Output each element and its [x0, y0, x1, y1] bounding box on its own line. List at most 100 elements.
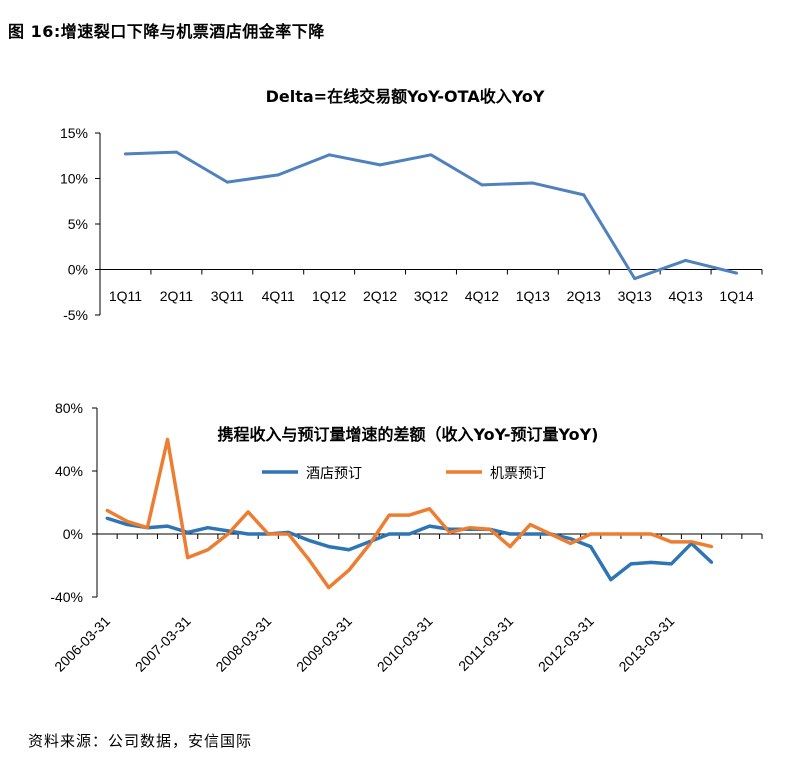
chart2-hotel-point [347, 548, 351, 552]
chart1-data-point [225, 180, 229, 184]
chart2-hotel-point [508, 532, 512, 536]
chart2-air-point [307, 557, 311, 561]
chart1: Delta=在线交易额YoY-OTA收入YoY 15% 10% 5% 0% -5% 1Q… [60, 87, 763, 323]
chart1-xtick-label: 4Q11 [262, 288, 295, 304]
chart2-xtick-label: 2013-03-31 [615, 613, 677, 675]
chart2-air-point [508, 545, 512, 549]
chart1-data-point [633, 277, 637, 281]
chart1-data-point [735, 271, 739, 275]
chart1-data-point [276, 173, 280, 177]
chart2-air-point [428, 507, 431, 511]
chart2-air-point [186, 556, 190, 560]
legend-hotel-label: 酒店预订 [306, 466, 362, 482]
chart2-air-point [468, 526, 472, 530]
chart2-air-point [166, 438, 170, 441]
chart2-hotel-point [307, 538, 311, 542]
chart2-air-point [387, 513, 391, 517]
chart2-ytick-label: -40% [50, 589, 83, 605]
chart1-xtick-label: 2Q11 [160, 288, 193, 304]
chart2-air-point [589, 532, 593, 536]
chart2-xtick-label: 2009-03-31 [293, 613, 355, 675]
chart2-ytick-label: 80% [55, 400, 83, 416]
chart1-xtick-label: 3Q13 [618, 288, 652, 304]
chart1-ytick-label: -5% [63, 307, 88, 323]
chart2-air-point [649, 532, 653, 536]
chart2-air-point [669, 540, 673, 544]
figure-title: 图 16:增速裂口下降与机票酒店佣金率下降 [8, 22, 325, 41]
chart2-air-point [327, 586, 331, 590]
chart1-series-delta-line [125, 150, 737, 281]
chart1-data-point [429, 153, 433, 157]
chart2-xtick-label: 2010-03-31 [374, 613, 436, 675]
chart2-ytick-label: 40% [55, 463, 83, 479]
chart2-hotel-point [609, 578, 613, 582]
chart2-title: 携程收入与预订量增速的差额（收入YoY-预订量YoY) [218, 425, 599, 444]
chart1-xtick-label: 3Q12 [414, 288, 448, 304]
chart2-xtick-label: 2007-03-31 [132, 613, 194, 675]
chart1-data-point [480, 183, 484, 187]
chart2-series-air-line [106, 437, 713, 590]
chart1-ytick-label: 15% [60, 125, 88, 141]
chart1-data-point [531, 181, 535, 185]
chart2-hotel-point [166, 524, 170, 528]
chart2-xtick-label: 2008-03-31 [212, 613, 274, 675]
chart2-air-point [448, 530, 452, 534]
chart1-xtick-label: 1Q14 [719, 288, 753, 304]
chart2-hotel-point [528, 532, 532, 536]
chart1-ytick-label: 10% [60, 171, 88, 187]
chart2-air-point [689, 540, 693, 544]
chart2-hotel-point [569, 537, 573, 541]
chart1-data-point [378, 163, 382, 167]
chart2-air-point [488, 527, 492, 531]
chart2-air-point [367, 543, 371, 547]
chart1-xtick-label: 2Q12 [363, 288, 397, 304]
chart2-legend: 酒店预订 机票预订 [262, 466, 546, 482]
chart2-series-hotel-line [106, 516, 713, 582]
chart2-air-point [407, 513, 411, 517]
chart2-air-point [548, 532, 552, 536]
chart2-air-point [125, 519, 129, 523]
chart1-data-point [123, 152, 127, 156]
chart2-hotel-point [669, 562, 673, 566]
chart2-hotel-point [186, 530, 190, 534]
chart1-data-point [327, 153, 331, 157]
chart2-air-point [105, 508, 109, 512]
chart2-air-point [710, 545, 714, 549]
chart1-xtick-label: 1Q11 [109, 288, 142, 304]
chart2-air-point [266, 532, 270, 536]
chart2: 携程收入与预订量增速的差额（收入YoY-预订量YoY) 80% 40% 0% -40%… [50, 400, 763, 675]
chart2-ytick-label: 0% [63, 526, 83, 542]
chart2-hotel-point [629, 562, 633, 566]
chart1-data-point [582, 193, 586, 197]
chart1-data-point [174, 150, 178, 154]
chart2-hotel-point [710, 560, 714, 564]
source-note: 资料来源：公司数据，安信国际 [28, 732, 253, 750]
chart2-hotel-point [105, 516, 109, 520]
chart2-hotel-point [407, 532, 411, 536]
chart2-hotel-point [428, 524, 431, 528]
chart1-xtick-label: 4Q13 [668, 288, 702, 304]
legend-air-label: 机票预订 [490, 466, 546, 482]
chart1-ytick-label: 5% [68, 216, 88, 232]
chart2-hotel-point [448, 527, 452, 531]
chart1-data-point [684, 258, 688, 262]
chart2-air-point [347, 568, 351, 572]
chart2-air-point [569, 541, 573, 545]
chart2-xtick-label: 2012-03-31 [535, 613, 597, 675]
chart2-air-point [629, 532, 633, 536]
chart2-hotel-point [327, 545, 331, 549]
chart1-xtick-label: 4Q12 [465, 288, 499, 304]
chart1-xtick-label: 1Q12 [312, 288, 346, 304]
chart2-hotel-point [226, 529, 230, 533]
chart2-air-point [246, 510, 250, 514]
chart2-hotel-point [649, 560, 653, 564]
chart1-xtick-label: 1Q13 [516, 288, 550, 304]
chart2-hotel-point [387, 532, 391, 536]
chart1-xtick-label: 2Q13 [567, 288, 601, 304]
chart2-air-point [206, 548, 210, 552]
chart2-air-point [145, 526, 149, 530]
chart2-air-point [609, 532, 613, 536]
chart2-xtick-label: 2011-03-31 [455, 613, 516, 674]
chart2-hotel-point [367, 540, 371, 544]
